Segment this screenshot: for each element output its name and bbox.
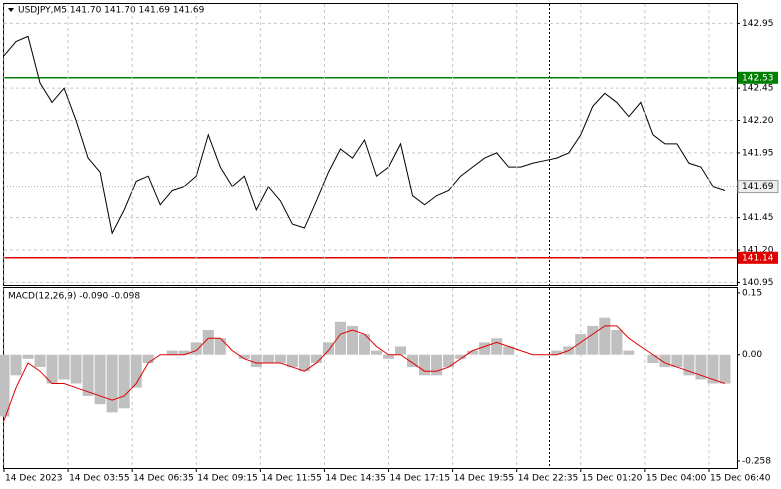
y-tick-label: 142.95 [742,19,774,29]
histogram-bar [599,317,611,355]
histogram-bar [370,350,383,355]
histogram-bar [286,354,298,368]
histogram-bar [503,346,515,355]
x-tick-label: 15 Dec 06:40 [710,474,771,484]
y-tick-label: 142.20 [742,116,774,126]
x-tick-label: 14 Dec 11:55 [261,474,322,484]
histogram-bar [683,354,695,376]
histogram-bar [455,354,467,359]
histogram-bar [130,354,142,388]
menu-arrow [8,8,14,12]
histogram-bar [106,354,118,413]
level-label-box [738,251,778,264]
histogram-bar [166,350,178,355]
histogram-bar [695,354,707,380]
histogram-bar [322,342,334,355]
signal-line [3,325,726,421]
histogram-bar [467,350,479,355]
y-tick-label: 141.95 [742,148,774,158]
chart-title: USDJPY,M5 141.70 141.70 141.69 141.69 [18,6,205,16]
x-tick-label: 14 Dec 03:55 [69,474,130,484]
histogram-bar [178,350,190,355]
histogram-bar [238,354,250,359]
y-tick-label: 141.20 [742,246,774,256]
histogram-bar [707,354,719,384]
histogram-bar [46,354,58,384]
histogram-bar [82,354,94,396]
level-label: 142.53 [742,73,774,83]
histogram-bar [274,354,286,363]
histogram-bar [58,354,70,380]
macd-title: MACD(12,26,9) -0.090 -0.098 [8,292,140,302]
x-tick-label: 14 Dec 09:15 [197,474,258,484]
histogram-bar [358,334,371,355]
histogram-bar [407,354,419,368]
histogram-bar [395,346,407,355]
x-tick-label: 14 Dec 06:35 [133,474,194,484]
x-tick-label: 15 Dec 01:20 [582,474,643,484]
histogram-bar [22,354,34,359]
histogram-bar [443,354,455,368]
histogram-bar [611,330,623,355]
x-tick-label: 15 Dec 04:00 [646,474,707,484]
histogram-bar [431,354,443,376]
histogram-bar [587,325,599,355]
histogram-bar [346,325,359,355]
x-tick-label: 14 Dec 22:35 [518,474,579,484]
histogram-bar [94,354,106,405]
histogram-bar [491,338,503,355]
price-line [3,35,726,235]
histogram-bar [142,354,154,363]
y-tick-label: 0.15 [742,288,762,298]
histogram-bar [310,354,322,363]
x-tick-label: 14 Dec 17:15 [390,474,451,484]
histogram-bar [623,350,635,355]
histogram-bar [334,321,346,355]
x-tick-label: 14 Dec 2023 [5,474,63,484]
histogram-bar [671,354,683,368]
histogram-bar [419,354,431,376]
histogram-bar [190,342,202,355]
histogram-bar [575,334,587,355]
last-price-label: 141.69 [742,182,774,192]
histogram-bar [262,354,274,363]
histogram-bar [659,354,671,368]
y-tick-label: 141.45 [742,213,774,223]
histogram-bar [719,354,731,384]
y-tick-label: 142.45 [742,84,774,94]
histogram-bar [647,354,659,363]
y-tick-label: 0.00 [742,350,762,360]
y-tick-label: -0.258 [742,456,771,466]
histogram-bar [34,354,46,368]
histogram-bar [551,350,563,355]
y-tick-label: 140.95 [742,278,774,288]
histogram-bar [298,354,310,372]
histogram-bar [202,330,214,355]
histogram-bar [70,354,82,384]
x-tick-label: 14 Dec 19:55 [454,474,515,484]
histogram-bar [214,338,226,355]
histogram-bar [118,354,130,409]
last-price-box [737,180,779,194]
level-label: 141.14 [742,253,774,263]
histogram-bar [382,354,395,359]
level-label-box [738,71,778,84]
histogram-bar [0,354,10,417]
x-tick-label: 14 Dec 14:35 [325,474,386,484]
histogram-bar [479,342,491,355]
histogram-bar [250,354,262,368]
histogram-bar [10,354,22,376]
